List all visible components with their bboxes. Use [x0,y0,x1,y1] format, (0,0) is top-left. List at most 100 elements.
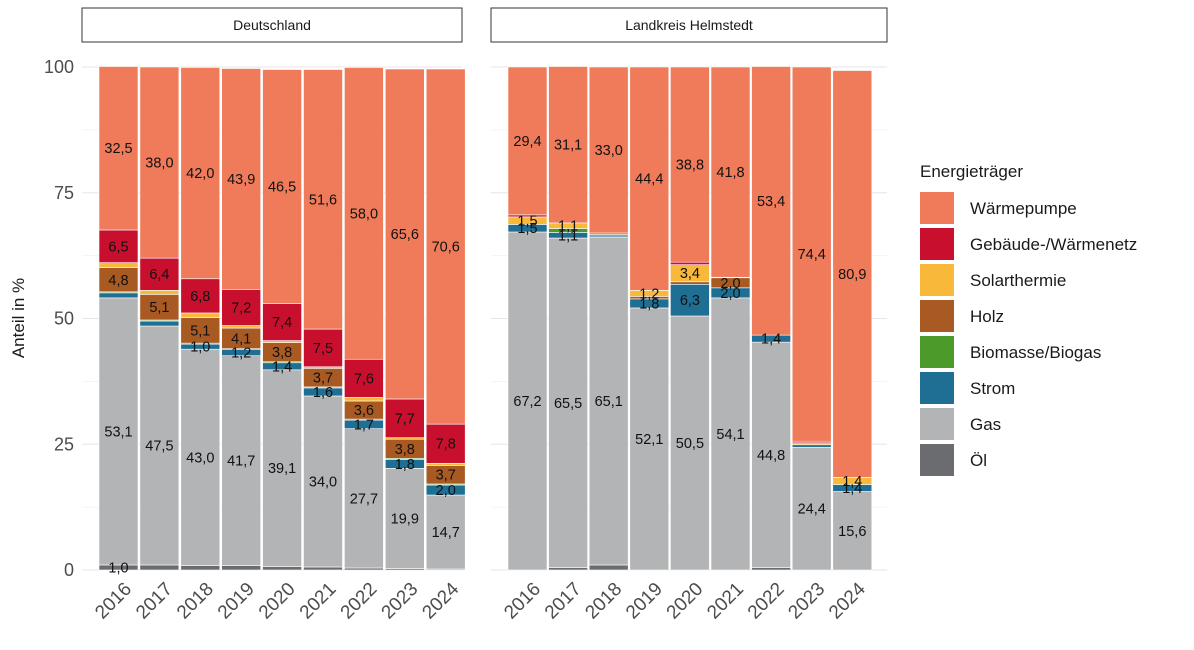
data-label-solarthermie: 3,4 [680,266,700,282]
x-tick-label: 2024 [825,578,870,623]
bar-segment-strom [791,444,832,448]
bar-segment-solarthermie [425,463,466,466]
bar-segment-waermenetz [344,358,384,398]
data-label-holz: 4,1 [231,331,251,347]
legend-swatch [920,192,954,224]
bar-segment-waermepumpe [507,66,548,216]
bar-segment-oel [139,564,180,571]
data-label-strom: 6,3 [680,293,700,309]
bar-segment-waermepumpe [384,68,425,400]
legend-item-gas: Gas [920,408,1001,440]
facet-panel-2: Landkreis Helmstedt 67,2 1,51,5 29,4 65,5 1,1… [490,7,888,624]
bar-segment-waermepumpe [791,66,832,442]
data-label-strom: 1,2 [231,346,251,362]
bar-segment-waermepumpe [139,66,180,259]
data-label-holz: 5,1 [190,323,210,339]
facet-strip [490,7,888,43]
bar-segment-oel [344,567,384,571]
x-tick-label: 2023 [378,579,423,624]
legend-item-holz: Holz [920,300,1004,332]
bars [98,66,466,571]
legend-item-biomasse: Biomasse/Biogas [920,336,1101,368]
data-label-gas: 24,4 [798,502,826,518]
data-label-waermepumpe: 42,0 [186,166,214,182]
legend-label: Solarthermie [970,271,1066,290]
legend-swatch [920,336,954,368]
data-label-gas: 27,7 [350,491,378,507]
bar-segment-waermepumpe [832,70,873,478]
data-label-waermepumpe: 31,1 [554,138,582,154]
x-tick-label: 2018 [581,579,626,624]
bar-segment-solarthermie [98,262,139,268]
bar-segment-gas [425,494,466,570]
bar-segment-waermepumpe [262,69,302,304]
x-tick-label: 2017 [541,579,586,624]
data-label-waermepumpe: 43,9 [227,172,255,188]
bar-segment-gas [221,355,261,566]
data-label-gas: 44,8 [757,448,785,464]
x-tick-label: 2022 [337,579,382,624]
bar-segment-oel [303,566,343,571]
data-label-solarthermie: 1,5 [517,214,537,230]
bar-segment-oel [548,567,588,571]
bar-segment-gas [262,369,302,567]
bar-segment-gas [507,231,548,571]
bar-segment-gas [751,341,791,568]
data-label-gas: 19,9 [391,511,419,527]
legend-label: Gas [970,415,1001,434]
data-label-gas: 52,1 [635,432,663,448]
data-label-waermepumpe: 58,0 [350,206,378,222]
data-label-waermepumpe: 74,4 [798,247,826,263]
x-tick-label: 2023 [784,579,829,624]
data-label-holz: 3,7 [313,371,333,387]
facet-strip [81,7,463,43]
x-tick-label: 2020 [255,579,300,624]
data-label-strom: 1,0 [190,340,210,356]
legend-label: Biomasse/Biogas [970,343,1101,362]
data-label-waermepumpe: 51,6 [309,192,337,208]
data-label-strom: 1,4 [761,332,781,348]
legend-label: Strom [970,379,1015,398]
y-tick-label: 75 [54,183,74,203]
data-labels: 1,053,14,86,532,547,55,16,438,043,01,05,… [104,141,459,576]
data-label-gas: 54,1 [716,427,744,443]
x-tick-label: 2024 [418,578,463,623]
legend-label: Wärmepumpe [970,199,1077,218]
bar-segment-gas [670,315,710,571]
legend-label: Öl [970,451,987,470]
legend-item-waermepumpe: Wärmepumpe [920,192,1077,224]
data-label-waermepumpe: 29,4 [513,134,541,150]
bar-segment-gas [180,348,221,566]
bar-segment-solarthermie [344,397,384,402]
legend-title: Energieträger [920,162,1023,181]
facet-panel-1: Deutschland 0 25 50 75 100 1,0 53,1 4,8 6,5 32,5 47… [44,7,466,624]
data-label-waermepumpe: 53,4 [757,194,785,210]
x-tick-label: 2018 [173,579,218,624]
bar-segment-strom [670,283,710,317]
bar-segment-gas [139,325,180,566]
bar-segment-strom [139,320,180,327]
legend: Energieträger Wärmepumpe Gebäude-/Wärmene… [920,162,1137,476]
bar-segment-waermepumpe [425,68,466,425]
data-label-gas: 67,2 [513,394,541,410]
legend-item-oel: Öl [920,444,987,476]
data-label-waermenetz: 6,8 [190,289,210,305]
data-label-strom: 2,0 [720,286,740,302]
data-label-waermenetz: 6,4 [149,267,169,283]
data-label-gas: 34,0 [309,474,337,490]
facet-title: Landkreis Helmstedt [625,17,753,33]
data-label-solarthermie: 1,2 [639,286,659,302]
legend-swatch [920,408,954,440]
bar-segment-oel [588,564,629,571]
x-tick-label: 2022 [744,579,789,624]
legend-swatch [920,264,954,296]
x-tick-label: 2020 [663,579,708,624]
bar-segment-solarthermie [139,290,180,295]
data-label-strom: 1,7 [354,417,374,433]
y-tick-label: 50 [54,309,74,329]
legend-label: Holz [970,307,1004,326]
bar-segment-oel [751,567,791,571]
bar-segment-waermepumpe [629,66,670,291]
data-label-waermenetz: 7,4 [272,315,292,331]
